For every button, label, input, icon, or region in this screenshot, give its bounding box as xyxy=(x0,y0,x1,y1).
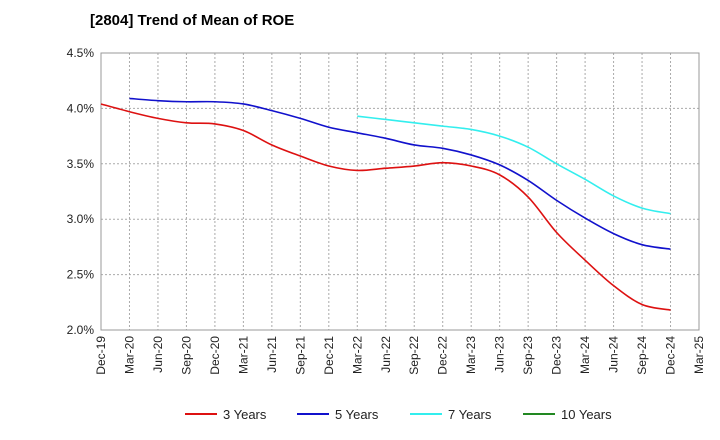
y-tick-label: 2.5% xyxy=(67,268,95,282)
x-tick-label: Mar-25 xyxy=(692,336,706,374)
x-tick-label: Sep-24 xyxy=(635,336,649,375)
y-tick-label: 3.5% xyxy=(67,157,95,171)
x-tick-label: Jun-23 xyxy=(493,336,507,373)
y-tick-label: 3.0% xyxy=(67,212,95,226)
x-tick-label: Mar-20 xyxy=(122,336,136,374)
x-tick-label: Mar-24 xyxy=(578,336,592,374)
x-tick-label: Sep-22 xyxy=(407,336,421,375)
x-tick-label: Sep-23 xyxy=(521,336,535,375)
x-tick-label: Jun-21 xyxy=(265,336,279,373)
x-tick-label: Mar-23 xyxy=(464,336,478,374)
x-tick-label: Dec-24 xyxy=(664,336,678,375)
series-line-3-years xyxy=(100,103,671,311)
legend: 3 Years 5 Years 7 Years 10 Years xyxy=(185,407,612,422)
x-tick-label: Dec-21 xyxy=(322,336,336,375)
y-tick-label: 4.5% xyxy=(67,46,95,60)
plot-frame xyxy=(100,52,700,331)
grid-layer xyxy=(101,53,699,330)
x-tick-label: Mar-21 xyxy=(236,336,250,374)
series-layer xyxy=(100,97,671,311)
x-tick-label: Dec-19 xyxy=(94,336,108,375)
x-tick-label: Jun-22 xyxy=(379,336,393,373)
x-tick-label: Mar-22 xyxy=(350,336,364,374)
x-tick-label: Dec-20 xyxy=(208,336,222,375)
x-tick-label: Jun-20 xyxy=(151,336,165,373)
chart-title: [2804] Trend of Mean of ROE xyxy=(90,12,295,29)
legend-label-3-years: 3 Years xyxy=(223,407,267,422)
x-tick-label: Dec-22 xyxy=(436,336,450,375)
series-line-7-years xyxy=(357,115,671,215)
x-tick-label: Dec-23 xyxy=(550,336,564,375)
series-line-5-years xyxy=(129,97,671,250)
x-tick-label: Sep-20 xyxy=(179,336,193,375)
x-tick-label: Sep-21 xyxy=(293,336,307,375)
legend-label-5-years: 5 Years xyxy=(335,407,379,422)
legend-label-10-years: 10 Years xyxy=(561,407,612,422)
legend-label-7-years: 7 Years xyxy=(448,407,492,422)
y-tick-label: 2.0% xyxy=(67,323,95,337)
axis-layer: 2.0% 2.5% 3.0% 3.5% 4.0% 4.5% Dec-19 Mar-20 Jun-… xyxy=(67,46,706,375)
x-tick-label: Jun-24 xyxy=(607,336,621,373)
y-tick-label: 4.0% xyxy=(67,101,95,115)
